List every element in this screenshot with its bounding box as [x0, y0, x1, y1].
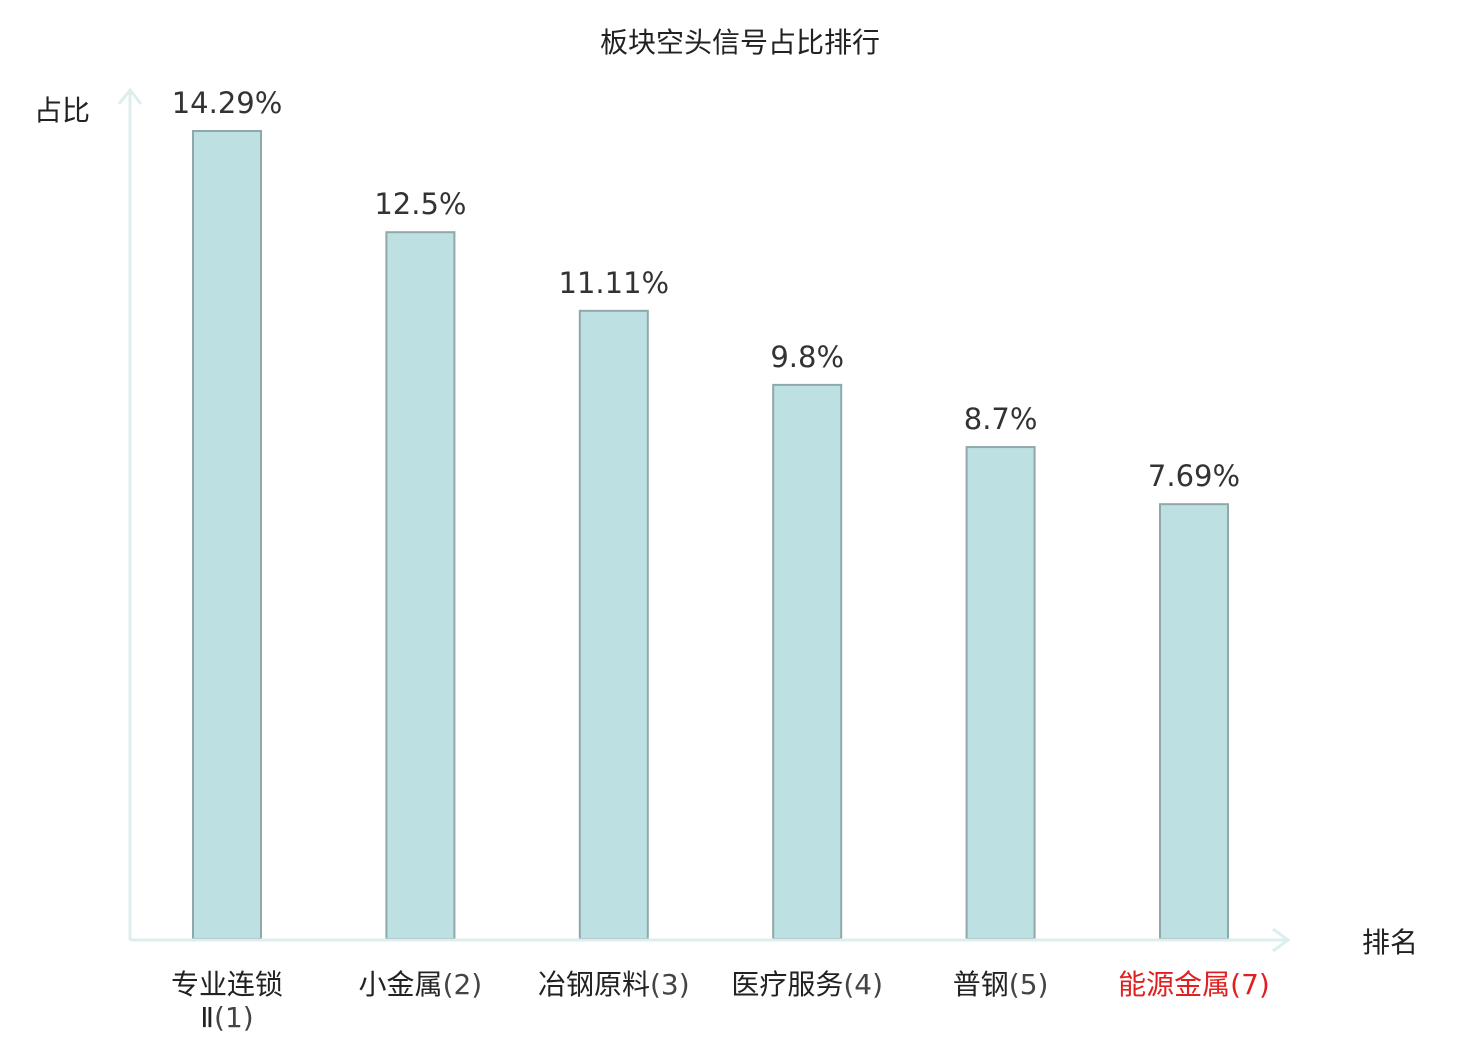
value-labels-group: 14.29% 12.5% 11.11% 9.8% 8.7% 7.69%: [172, 86, 1240, 493]
bar-2: [385, 231, 456, 940]
category-label-1-line-2: Ⅱ(1): [200, 1001, 253, 1034]
category-label-2: 小金属(2): [359, 968, 483, 1001]
category-label-6: 能源金属(7): [1118, 968, 1270, 1001]
category-label-4: 医疗服务(4): [731, 968, 883, 1001]
x-axis-label: 排名: [1362, 926, 1418, 959]
axes: [117, 87, 1291, 953]
rank-label-4: (4): [843, 968, 883, 1001]
value-label-2: 12.5%: [374, 187, 466, 221]
chart-title: 板块空头信号占比排行: [600, 26, 880, 59]
bar-6: [1159, 503, 1229, 940]
rank-label-1: (1): [214, 1001, 254, 1034]
bars-group: [192, 130, 1229, 940]
bar-5: [965, 446, 1036, 940]
value-label-6: 7.69%: [1148, 459, 1240, 493]
category-label-5: 普钢(5): [953, 968, 1049, 1001]
y-axis-label: 占比: [34, 94, 90, 127]
rank-label-2: (2): [443, 968, 483, 1001]
rank-label-3: (3): [650, 968, 690, 1001]
value-label-4: 9.8%: [770, 340, 844, 374]
x-axis-arrow: [1272, 927, 1291, 953]
category-label-1: 专业连锁: [171, 968, 283, 1001]
value-label-5: 8.7%: [964, 402, 1038, 436]
category-label-3: 冶钢原料(3): [538, 968, 690, 1001]
value-label-3: 11.11%: [559, 266, 670, 300]
y-axis-arrow: [117, 87, 143, 105]
bar-4: [772, 383, 843, 940]
value-label-1: 14.29%: [172, 86, 283, 120]
rank-label-6: (7): [1230, 968, 1270, 1001]
bar-1: [192, 130, 262, 940]
rank-label-5: (5): [1009, 968, 1049, 1001]
bar-3: [578, 309, 649, 940]
